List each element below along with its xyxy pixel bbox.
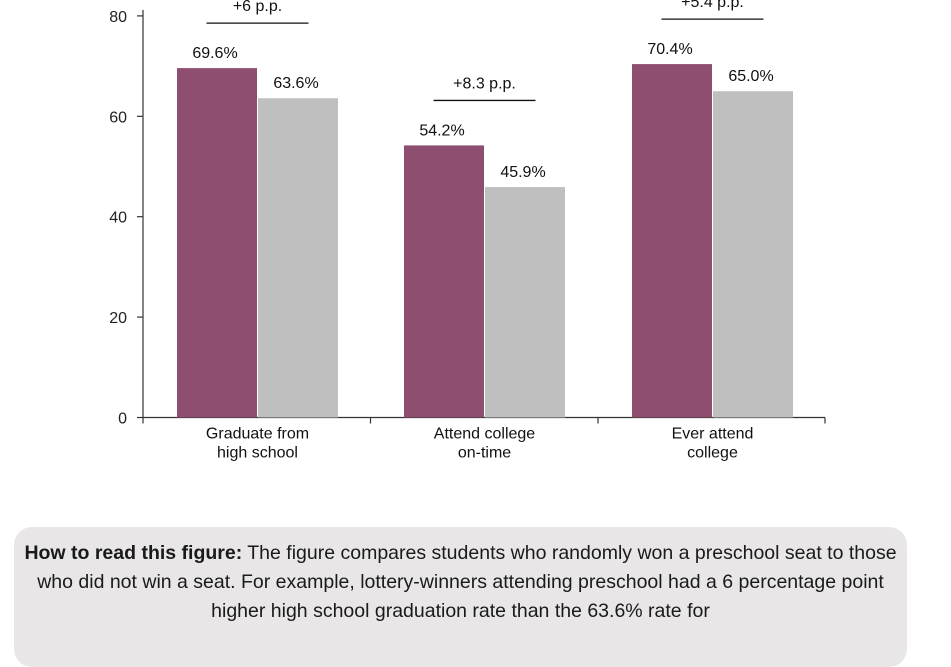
bar	[713, 91, 793, 418]
bar	[177, 68, 257, 418]
category-label-line: high school	[217, 445, 298, 462]
bar	[258, 98, 338, 418]
bar	[485, 187, 565, 418]
category-label-line: Ever attend	[672, 426, 754, 443]
bar-value-label: 45.9%	[500, 164, 545, 181]
bar-value-label: 65.0%	[728, 68, 773, 85]
y-tick-label: 0	[118, 411, 127, 428]
bar-value-label: 70.4%	[647, 41, 692, 58]
how-to-read-text: How to read this figure: The figure comp…	[14, 539, 907, 626]
how-to-read-body: The figure compares students who randoml…	[37, 542, 897, 622]
category-label: Attend college on-time	[434, 426, 536, 462]
chart-labels: 69.6% 63.6% +6 p.p. Graduate from high schoo…	[192, 0, 773, 462]
bar	[404, 145, 484, 418]
difference-label: +5.4 p.p.	[681, 0, 744, 11]
y-tick-label: 80	[109, 9, 127, 26]
y-tick-label: 60	[109, 109, 127, 126]
chart-bars	[177, 64, 793, 418]
bar-value-label: 63.6%	[273, 75, 318, 92]
bar-value-label: 69.6%	[192, 45, 237, 62]
y-tick-label: 20	[109, 310, 127, 327]
difference-label: +6 p.p.	[233, 0, 282, 15]
category-label-line: on-time	[458, 445, 511, 462]
how-to-read-heading: How to read this figure:	[24, 542, 243, 564]
bar-value-label: 54.2%	[419, 122, 464, 139]
bar-chart: 0 20 40 60 80 69.6% 63.6% +6 p.p. Graduate from…	[109, 0, 826, 462]
category-label: Graduate from high school	[206, 426, 309, 462]
category-label-line: college	[687, 445, 738, 462]
difference-label: +8.3 p.p.	[453, 75, 516, 92]
category-label-line: Graduate from	[206, 426, 309, 443]
bar	[632, 64, 712, 418]
category-label: Ever attend college	[672, 426, 754, 462]
y-tick-label: 40	[109, 210, 127, 227]
category-label-line: Attend college	[434, 426, 536, 443]
